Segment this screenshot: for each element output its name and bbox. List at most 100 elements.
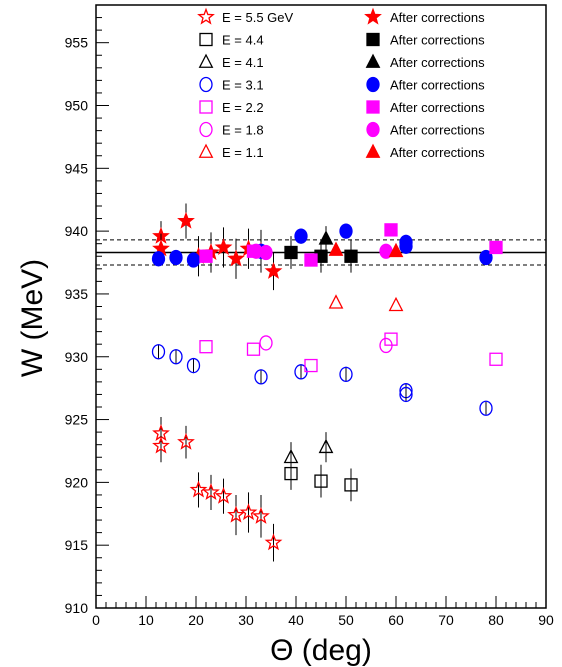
data-point bbox=[339, 223, 353, 239]
data-point bbox=[344, 478, 358, 492]
y-tick-label: 925 bbox=[65, 412, 89, 428]
data-point bbox=[189, 480, 208, 498]
data-point bbox=[199, 340, 213, 354]
y-tick-label: 910 bbox=[65, 600, 89, 616]
x-tick-label: 50 bbox=[338, 612, 354, 628]
x-tick-label: 10 bbox=[138, 612, 154, 628]
legend-symbol-open bbox=[198, 143, 214, 158]
x-tick-label: 40 bbox=[288, 612, 304, 628]
y-tick-label: 915 bbox=[65, 537, 89, 553]
data-point bbox=[227, 249, 245, 267]
data-point bbox=[328, 241, 344, 256]
legend-symbol-filled bbox=[366, 121, 380, 138]
legend-symbol-open bbox=[197, 7, 215, 25]
legend-label: E = 1.8 bbox=[222, 123, 264, 138]
data-point bbox=[388, 242, 404, 258]
series-12 bbox=[328, 294, 404, 312]
y-tick-label: 955 bbox=[65, 35, 89, 51]
data-point bbox=[304, 253, 318, 267]
series-6 bbox=[151, 344, 493, 416]
data-point bbox=[186, 357, 201, 374]
data-point bbox=[489, 240, 503, 255]
data-point bbox=[177, 432, 195, 450]
data-point bbox=[294, 228, 308, 244]
y-tick-label: 945 bbox=[65, 160, 89, 176]
x-tick-label: 80 bbox=[488, 612, 504, 628]
data-point bbox=[384, 223, 398, 237]
series-13 bbox=[328, 241, 404, 258]
legend-symbol-filled bbox=[364, 7, 382, 25]
data-point bbox=[304, 358, 318, 373]
series-8 bbox=[199, 332, 503, 373]
legend-symbol-open bbox=[199, 121, 213, 138]
y-tick-label: 930 bbox=[65, 349, 89, 365]
data-point bbox=[239, 503, 258, 521]
series-0 bbox=[152, 417, 283, 562]
legend-symbol-filled bbox=[366, 100, 380, 114]
y-tick-label: 940 bbox=[65, 223, 89, 239]
x-tick-label: 30 bbox=[238, 612, 254, 628]
data-point bbox=[151, 251, 166, 267]
legend-corrections-label: After corrections bbox=[390, 78, 485, 93]
data-point bbox=[489, 352, 503, 366]
data-point bbox=[169, 349, 183, 365]
legend-corrections-label: After corrections bbox=[390, 55, 485, 70]
data-point bbox=[152, 436, 170, 454]
y-tick-label: 920 bbox=[65, 474, 89, 490]
data-point bbox=[214, 238, 233, 256]
legend-symbol-open bbox=[199, 76, 213, 93]
data-point bbox=[283, 448, 299, 464]
data-point bbox=[344, 249, 358, 263]
axes: 0 10 20 30 40 50 60 70 80 90 910 915 920 925 930 935 940… bbox=[65, 4, 554, 628]
data-point bbox=[252, 506, 270, 524]
data-point bbox=[169, 249, 183, 266]
x-tick-label: 60 bbox=[388, 612, 404, 628]
legend-corrections-label: After corrections bbox=[390, 33, 485, 48]
data-point bbox=[264, 533, 283, 551]
legend-symbol-open bbox=[199, 100, 213, 114]
x-tick-label: 20 bbox=[188, 612, 204, 628]
data-point bbox=[384, 332, 398, 346]
data-marks bbox=[151, 203, 503, 562]
x-axis-title: Θ (deg) bbox=[270, 634, 372, 667]
data-point bbox=[314, 474, 328, 488]
data-point bbox=[254, 369, 268, 385]
legend-corrections-label: After corrections bbox=[390, 123, 485, 138]
data-point bbox=[246, 342, 261, 356]
x-tick-label: 90 bbox=[538, 612, 554, 628]
plot-frame bbox=[95, 4, 547, 609]
data-point bbox=[399, 238, 413, 254]
legend-symbol-filled bbox=[365, 143, 381, 158]
legend-corrections-label: After corrections bbox=[390, 10, 485, 25]
legend-label: E = 1.1 bbox=[222, 145, 264, 160]
data-point bbox=[177, 211, 195, 229]
series-2 bbox=[284, 457, 358, 502]
legend-symbol-filled bbox=[365, 53, 381, 68]
data-point bbox=[328, 294, 344, 309]
series-10 bbox=[259, 335, 393, 354]
x-tick-label: 0 bbox=[92, 612, 100, 628]
y-axis-title: W (MeV) bbox=[16, 259, 49, 377]
data-point bbox=[388, 296, 404, 312]
data-point bbox=[227, 505, 245, 523]
data-point bbox=[318, 230, 334, 245]
data-point bbox=[479, 400, 493, 416]
series-5 bbox=[318, 226, 334, 252]
data-point bbox=[339, 366, 353, 382]
series-4 bbox=[283, 432, 334, 473]
data-point bbox=[199, 249, 213, 263]
legend-label: E = 4.1 bbox=[222, 55, 264, 70]
data-point bbox=[284, 245, 298, 260]
y-tick-label: 935 bbox=[65, 286, 89, 302]
legend-label: E = 2.2 bbox=[222, 100, 264, 115]
legend-corrections-label: After corrections bbox=[390, 100, 485, 115]
legend-label: E = 5.5 GeV bbox=[222, 10, 294, 25]
data-point bbox=[399, 386, 413, 403]
data-point bbox=[214, 486, 233, 504]
series-3 bbox=[284, 236, 358, 273]
data-point bbox=[479, 249, 493, 266]
legend: E = 5.5 GeV After corrections E = 4.4 After… bbox=[197, 7, 485, 160]
y-tick-label: 950 bbox=[65, 98, 89, 114]
legend-symbol-open bbox=[199, 32, 213, 47]
